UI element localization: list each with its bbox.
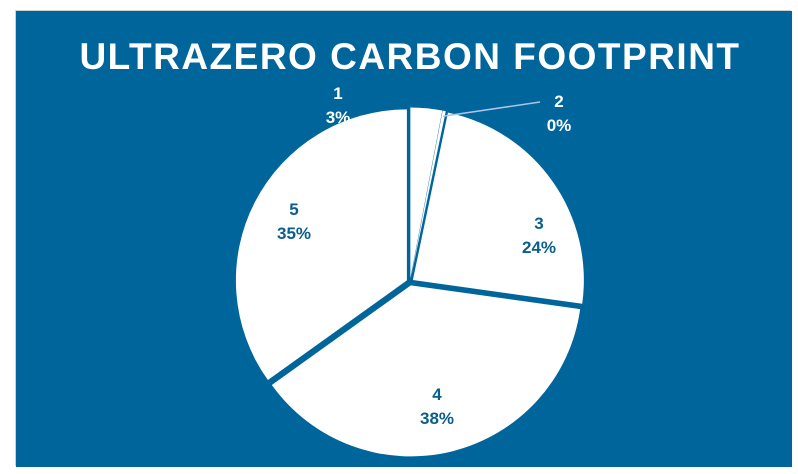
chart-area: ULTRAZERO CARBON FOOTPRINT 1 3% 2 0% 3 24% 4 38… [15,10,792,467]
data-label-percent-2: 0% [547,116,572,135]
data-label-percent-1: 3% [326,108,351,127]
data-label-category-4: 4 [432,385,442,404]
pie-slices [235,107,584,457]
pie-slice-3 [412,112,584,304]
data-label-percent-3: 24% [522,238,556,257]
pie-slice-5 [235,109,407,380]
data-label-percent-5: 35% [277,224,311,243]
pie-slice-1 [410,107,443,279]
pie-slice-4 [271,285,581,457]
pie-slice-2 [410,110,446,279]
leader-line-2 [443,101,541,118]
data-labels: 1 3% 2 0% 3 24% 4 38% 5 35% [277,84,571,428]
data-label-category-5: 5 [289,200,298,219]
data-label-category-3: 3 [534,214,543,233]
data-label-category-1: 1 [333,84,342,103]
data-label-category-2: 2 [554,92,563,111]
data-label-percent-4: 38% [420,409,454,428]
chart-title: ULTRAZERO CARBON FOOTPRINT [79,36,740,77]
pie-chart: ULTRAZERO CARBON FOOTPRINT 1 3% 2 0% 3 24% 4 38… [16,11,792,467]
